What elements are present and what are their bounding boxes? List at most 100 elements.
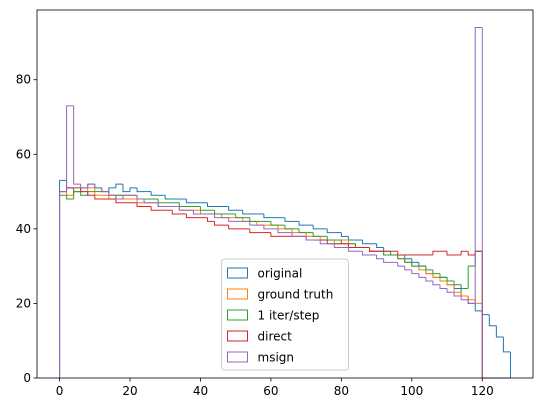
histogram-step	[319, 240, 328, 245]
histogram-step	[73, 191, 81, 200]
histogram-step	[446, 281, 455, 286]
histogram-step	[178, 206, 187, 211]
histogram-step	[432, 269, 440, 275]
histogram-step	[143, 199, 152, 204]
y-tick-label: 20	[16, 296, 31, 310]
histogram-step	[115, 183, 123, 188]
histogram-step	[284, 225, 293, 230]
histogram-step	[425, 277, 433, 282]
histogram-step	[235, 213, 243, 219]
x-tick-label: 0	[56, 384, 64, 398]
histogram-step	[362, 240, 370, 245]
histogram-step	[502, 336, 511, 353]
histogram-step	[80, 184, 88, 189]
histogram-step	[460, 295, 469, 301]
histogram-step	[376, 243, 384, 249]
histogram-step	[87, 183, 95, 188]
histogram-step	[432, 281, 440, 286]
histogram-step	[80, 187, 88, 193]
histogram-step	[108, 187, 116, 192]
histogram-step	[453, 292, 462, 297]
histogram-step	[460, 250, 469, 255]
x-tick-label: 100	[400, 384, 423, 398]
histogram-step	[185, 213, 194, 219]
legend-label: ground truth	[258, 288, 334, 302]
histogram-step	[369, 247, 377, 252]
histogram-step	[495, 325, 504, 338]
histogram-step	[376, 254, 384, 260]
histogram-step	[249, 217, 257, 222]
histogram-step	[136, 195, 145, 200]
histogram-step	[305, 236, 314, 241]
x-tick-label: 20	[122, 384, 137, 398]
histogram-step	[101, 187, 109, 193]
histogram-step	[228, 217, 236, 222]
histogram-step	[136, 187, 145, 193]
histogram-step	[446, 288, 455, 293]
histogram-step	[333, 243, 342, 249]
histogram-step	[312, 225, 321, 230]
histogram-step	[115, 195, 123, 200]
histogram-step	[214, 221, 222, 226]
histogram-step	[249, 228, 257, 234]
histogram-step	[108, 191, 116, 196]
histogram-step	[446, 277, 455, 282]
legend-label: msign	[258, 351, 295, 365]
histogram-step	[467, 265, 476, 289]
histogram-step	[207, 202, 215, 207]
histogram-step	[207, 217, 215, 222]
legend-swatch	[227, 351, 248, 363]
y-tick-label: 60	[16, 147, 31, 161]
histogram-step	[94, 184, 102, 189]
histogram-step	[404, 258, 412, 263]
histogram-step	[467, 299, 476, 304]
histogram-step	[185, 199, 194, 204]
histogram-step	[425, 266, 433, 271]
histogram-step	[474, 27, 483, 304]
histogram-step	[150, 191, 159, 196]
histogram-step	[432, 273, 440, 278]
histogram-step	[87, 191, 95, 196]
histogram-step	[326, 228, 335, 234]
histogram-step	[298, 228, 307, 234]
histogram-step	[347, 247, 356, 252]
histogram-step	[418, 266, 426, 271]
histogram-step	[150, 206, 159, 211]
histogram-step	[115, 199, 123, 204]
histogram-step	[263, 225, 271, 230]
legend-label: original	[258, 267, 303, 281]
histogram-step	[94, 195, 102, 200]
histogram-step	[214, 213, 222, 219]
histogram-step	[397, 254, 405, 260]
histogram-step	[467, 251, 476, 256]
histogram-step	[242, 210, 250, 215]
histogram-step	[474, 303, 483, 312]
histogram-step	[284, 217, 293, 222]
histogram-step	[291, 232, 300, 237]
histogram-step	[397, 251, 405, 256]
histogram-step	[453, 281, 462, 286]
histogram-step	[460, 284, 469, 290]
histogram-step	[228, 206, 236, 211]
histogram-step	[383, 251, 391, 256]
legend-swatch	[227, 309, 248, 321]
legend-swatch	[227, 330, 248, 342]
histogram-step	[228, 225, 236, 230]
histogram-step	[129, 187, 138, 192]
histogram-step	[439, 273, 448, 278]
histogram-step	[362, 251, 370, 256]
histogram-step	[404, 266, 412, 271]
histogram-step	[66, 105, 74, 192]
legend-swatch	[227, 288, 248, 300]
histogram-step	[270, 232, 278, 237]
histogram-step	[171, 210, 180, 215]
axes-frame	[36, 9, 534, 379]
histogram-step	[164, 195, 173, 200]
histogram-step	[312, 232, 321, 237]
legend-label: direct	[258, 330, 293, 344]
histogram-step	[488, 314, 497, 327]
histogram-step	[199, 206, 208, 211]
histogram-step	[73, 105, 81, 185]
y-tick-label: 0	[23, 371, 31, 385]
